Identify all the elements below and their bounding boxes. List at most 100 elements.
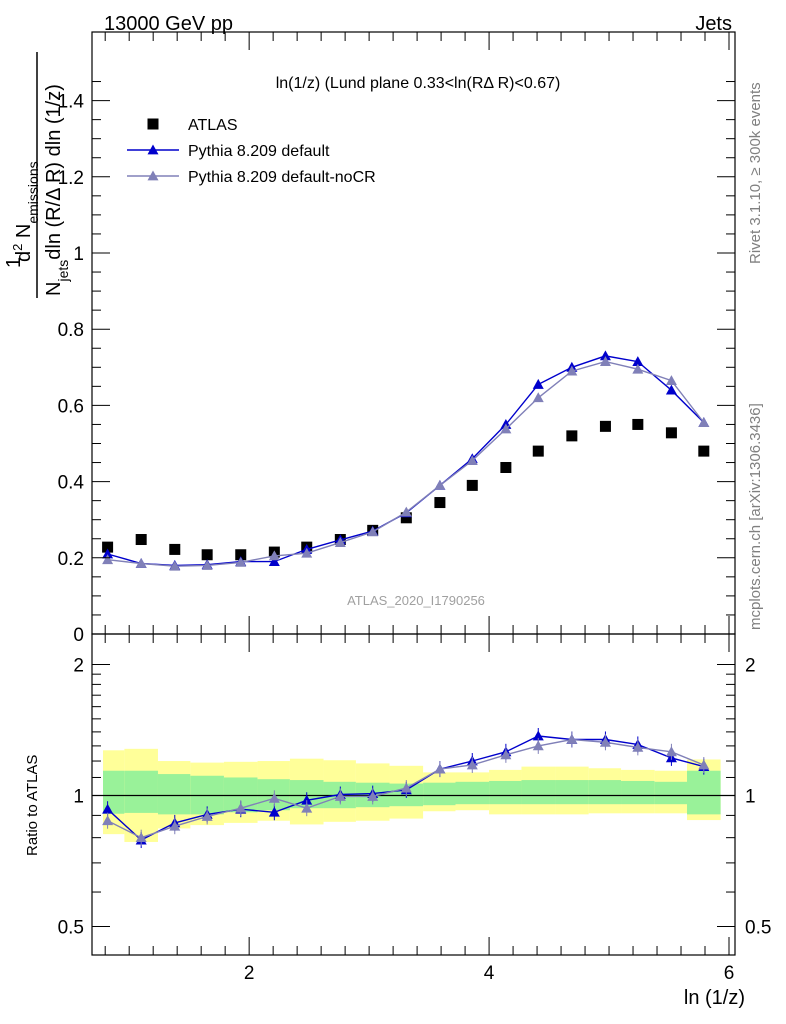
atlas-data-point [169,543,181,555]
mcplots-label: mcplots.cern.ch [arXiv:1306.3436] [747,403,764,630]
y-tick-label: 0.2 [58,549,84,570]
ratio-y-tick-label-right: 2 [745,655,756,676]
ratio-series-0-point [268,806,280,817]
ratio-series-1-point [632,741,644,752]
inner-band-bin [654,781,688,805]
series-1-point [102,548,114,559]
y-tick-label: 0.8 [58,320,84,341]
ratio-series-1-point [301,802,313,813]
svg-text:Njetsdln (R/Δ R) dln (1/z): Njetsdln (R/Δ R) dln (1/z) [43,84,71,296]
ratio-series-1-point [400,782,412,793]
series-1-point [268,556,280,567]
atlas-data-point [532,445,544,457]
series-1-point [665,384,677,395]
ratio-series-1-point [500,749,512,760]
atlas-data-point [599,420,611,432]
series-2-point [500,423,512,434]
y-tick-label: 0 [73,625,84,646]
ratio-series-1-point [334,790,346,801]
atlas-data-point [632,418,644,430]
y-tick-label: 1 [73,244,84,265]
plot-title: ln(1/z) (Lund plane 0.33<ln(RΔ R)<0.67) [276,75,561,92]
series-2-point [532,392,544,403]
svg-text:1: 1 [3,257,25,268]
series-2-point [698,417,710,427]
main-data-layer [102,350,710,571]
series-2-point [201,559,213,570]
legend-marker [147,144,159,155]
inner-band-bin [489,780,522,805]
legend-label: Pythia 8.209 default [188,143,330,160]
atlas-data-point [500,461,512,473]
series-1-point [532,378,544,389]
main-y-axis-label: 1 d2 Nemissions Njetsdln (R/Δ R) dln (1/… [3,52,71,298]
atlas-data-point [235,549,247,561]
inner-band-bin [103,770,125,814]
inner-band-bin [555,780,589,805]
legend-label: Pythia 8.209 default-noCR [188,169,376,186]
atlas-data-point [466,479,478,491]
y-tick-label: 1.2 [58,168,84,189]
ratio-axes: 0.5 0.5 1 1 2 2 2 4 6 [58,633,771,984]
ratio-series-1-point [599,736,611,747]
y-tick-label: 1.4 [58,92,85,113]
ratio-series-1-point [201,810,213,821]
legend: ATLAS Pythia 8.209 default Pythia 8.209 de… [127,117,376,186]
series-2-point [566,365,578,376]
inner-band-bin [455,781,490,805]
ratio-uncertainty-bands [92,748,735,842]
ratio-series-1-point [268,792,280,803]
atlas-data-point [201,549,213,561]
inner-band-bin [621,780,655,805]
series-1-point [599,350,611,361]
series-1-point [632,356,644,366]
ratio-series-1-point [665,746,677,757]
ratio-y-tick-label-right: 0.5 [745,917,771,938]
series-2-point [334,537,346,547]
ratio-series-1-point [466,759,478,770]
inner-band-bin [687,770,721,815]
ratio-series-1-point [102,815,114,826]
series-2-point [367,526,379,537]
jets-label: Jets [695,13,732,35]
series-2-point [400,506,412,517]
ratio-series-0-point [102,803,114,814]
y-tick-label: 0.6 [58,396,84,417]
x-tick-label: 4 [484,963,495,984]
rivet-label: Rivet 3.1.10, ≥ 300k events [747,82,764,264]
ratio-series-1-point [135,832,147,843]
series-2-point [268,550,280,561]
series-2-point [599,356,611,366]
inner-band-bin [157,774,191,815]
series-2-point [632,363,644,374]
atlas-data-point [665,427,677,439]
energy-label: 13000 GeV pp [104,13,233,35]
ratio-series-1-point [169,820,181,831]
ratio-y-tick-label-right: 1 [745,786,756,807]
series-line-1 [107,355,705,567]
series-2-point [665,375,677,386]
ratio-series-1-point [532,740,544,751]
ratio-y-tick-label-left: 0.5 [58,917,84,938]
series-2-point [169,560,181,571]
inner-band-bin [423,782,456,806]
inner-band-bin [521,780,556,805]
ratio-panel: 0.5 0.5 1 1 2 2 2 4 6 Ratio to ATLAS ln (1/z) [24,633,771,1009]
legend-label: ATLAS [188,117,238,134]
atlas-data-point [400,512,412,524]
inner-band-bin [588,780,622,805]
ratio-series-1-point [698,759,710,770]
legend-marker [147,170,159,181]
ratio-series-1-point [367,790,379,801]
atlas-data-point [135,534,147,546]
series-2-point [434,479,446,490]
ratio-y-axis-label: Ratio to ATLAS [24,755,41,856]
ratio-y-tick-label-left: 2 [73,655,84,676]
ratio-series-1-point [235,802,247,813]
series-2-point [135,558,147,568]
main-axes: 0 0.2 0.4 0.6 0.8 1 1.2 1.4 [58,31,736,646]
analysis-watermark: ATLAS_2020_I1790256 [347,593,485,608]
x-axis-label: ln (1/z) [684,987,745,1009]
ratio-series-0-point [532,730,544,741]
series-2-point [235,556,247,567]
